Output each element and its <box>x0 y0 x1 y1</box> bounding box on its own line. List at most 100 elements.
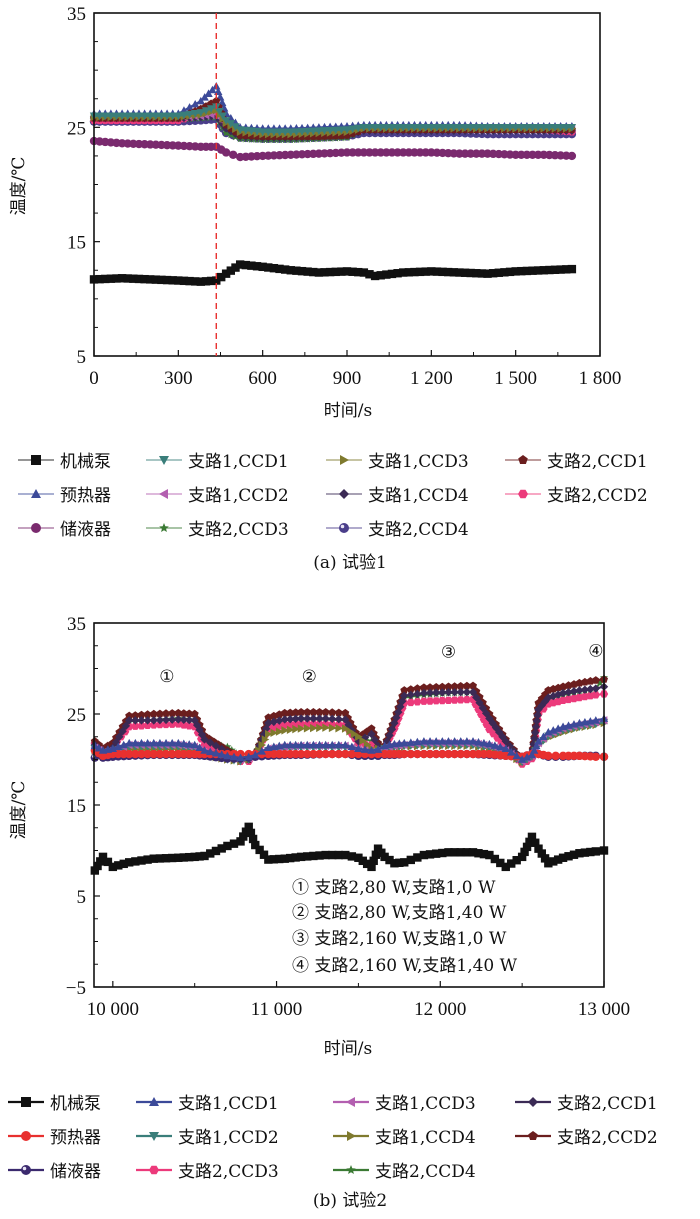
data-point <box>421 123 430 132</box>
x-tick-label: 900 <box>333 368 362 389</box>
data-point <box>93 861 102 871</box>
data-point <box>550 123 560 132</box>
data-point <box>217 744 226 754</box>
data-point <box>161 749 171 759</box>
x-tick-label: 1 200 <box>410 368 453 389</box>
chart-b-series-layer <box>90 673 609 875</box>
data-point <box>149 749 158 759</box>
data-point <box>191 109 200 118</box>
data-point <box>275 716 284 725</box>
data-point <box>334 714 343 724</box>
data-point <box>174 112 183 121</box>
legend-label: 支路2,CCD1 <box>557 1094 658 1114</box>
data-point <box>200 735 209 744</box>
data-point <box>413 689 422 699</box>
data-point <box>94 743 104 752</box>
data-point <box>255 845 264 855</box>
data-point <box>522 266 532 276</box>
data-point <box>190 709 199 718</box>
data-point <box>108 862 118 872</box>
data-point <box>496 858 505 868</box>
data-point <box>196 277 206 286</box>
data-point <box>419 697 429 705</box>
data-point <box>520 847 529 857</box>
condition-note-2: ② 支路2,80 W,支路1,40 W <box>292 903 507 923</box>
data-point <box>314 127 324 135</box>
legend-item-预热器: 预热器 <box>18 486 111 506</box>
data-point <box>155 854 165 863</box>
data-point <box>354 267 363 277</box>
legend-item-支路1-ccd4: 支路1,CCD4 <box>333 1128 476 1148</box>
data-point <box>131 716 140 725</box>
data-point <box>231 123 240 131</box>
data-point <box>151 275 161 284</box>
data-point <box>341 740 350 749</box>
data-point <box>303 749 312 759</box>
legend-label: 支路1,CCD4 <box>375 1128 476 1148</box>
data-point <box>235 126 245 134</box>
x-tick-label: 12 000 <box>414 999 466 1020</box>
data-point <box>174 738 183 747</box>
legend-item-支路1-ccd1: 支路1,CCD1 <box>136 1094 279 1114</box>
data-point <box>321 850 330 860</box>
legend-marker-icon <box>31 523 41 533</box>
data-point <box>235 260 245 269</box>
data-point <box>131 722 140 730</box>
data-point <box>167 715 177 724</box>
data-point <box>591 716 601 724</box>
data-point <box>206 276 216 286</box>
data-point <box>162 275 172 285</box>
data-point <box>462 681 471 690</box>
data-point <box>96 857 105 866</box>
data-point <box>483 269 492 278</box>
data-point <box>211 748 221 757</box>
data-point <box>337 267 346 276</box>
data-point <box>400 858 409 867</box>
legend-label: 支路2,CCD2 <box>557 1128 658 1148</box>
data-point <box>291 740 300 749</box>
legend-label: 预热器 <box>60 486 111 506</box>
data-point <box>355 732 363 741</box>
data-point <box>185 709 194 718</box>
data-point <box>239 832 248 841</box>
legend-item-预热器: 预热器 <box>8 1128 101 1148</box>
data-point <box>309 267 318 277</box>
data-point <box>328 714 337 724</box>
data-point <box>275 128 284 137</box>
data-point <box>149 854 158 863</box>
legend-item-支路1-ccd4: 支路1,CCD4 <box>326 486 469 506</box>
data-point <box>569 850 579 859</box>
data-point <box>179 739 188 748</box>
legend-marker-icon <box>346 1097 355 1107</box>
data-point <box>264 263 273 272</box>
data-point <box>149 716 158 725</box>
data-point <box>400 691 409 700</box>
data-point <box>211 741 221 751</box>
data-point <box>264 718 273 728</box>
data-point <box>400 738 409 747</box>
data-point <box>280 128 290 137</box>
data-point <box>334 749 343 759</box>
data-point <box>179 111 189 120</box>
data-point <box>303 724 312 733</box>
data-point <box>146 275 155 284</box>
y-tick-label: 35 <box>67 4 86 25</box>
data-point <box>103 857 113 867</box>
data-point <box>406 690 416 700</box>
data-point <box>161 854 171 863</box>
data-point <box>161 720 171 729</box>
data-point <box>348 125 357 134</box>
data-point <box>341 850 350 860</box>
plot-frame <box>93 12 601 357</box>
data-point <box>354 744 363 752</box>
data-point <box>259 850 269 859</box>
legend-label: 储液器 <box>60 520 111 540</box>
data-point <box>404 123 414 132</box>
data-point <box>174 715 183 724</box>
data-point <box>456 848 465 857</box>
data-point <box>413 853 422 862</box>
data-point <box>477 123 487 132</box>
data-point <box>251 750 260 759</box>
data-point <box>221 269 231 278</box>
data-point <box>481 709 491 718</box>
